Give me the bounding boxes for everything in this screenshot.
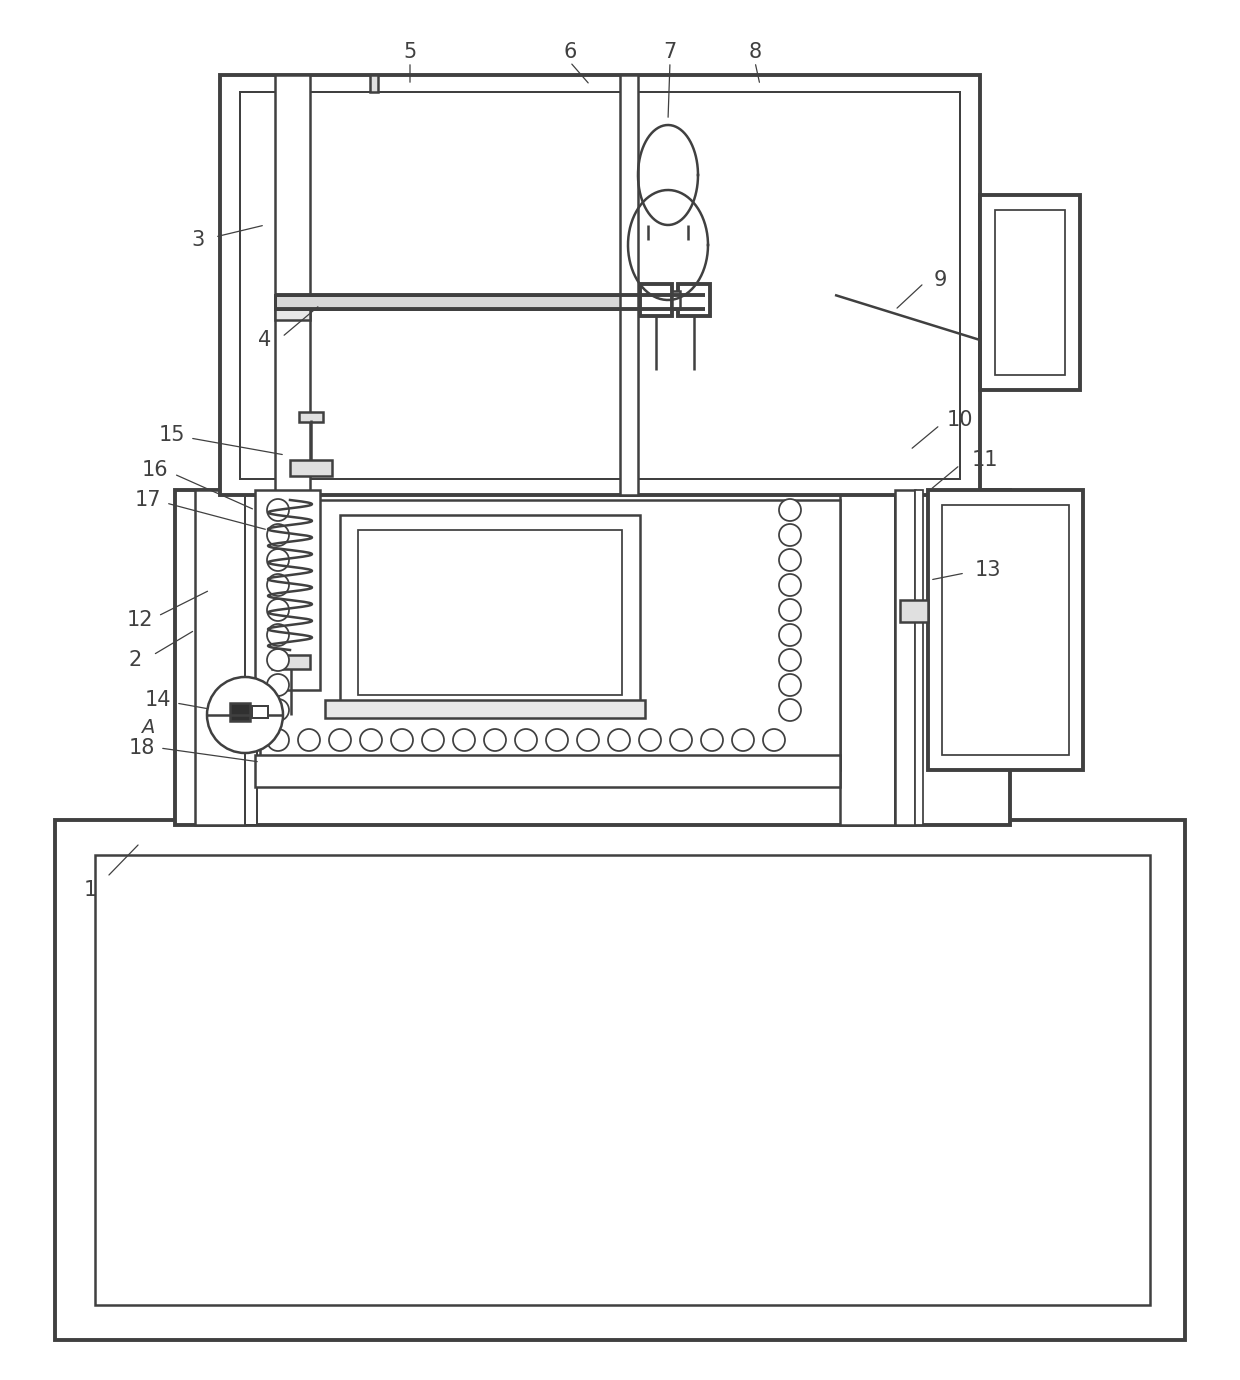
Bar — [994, 210, 1065, 375]
Bar — [275, 75, 310, 495]
Bar — [252, 707, 268, 718]
Text: 17: 17 — [135, 490, 161, 511]
Circle shape — [779, 649, 801, 671]
Bar — [95, 856, 1149, 1305]
Bar — [195, 490, 246, 825]
Bar — [255, 755, 839, 787]
Circle shape — [207, 678, 283, 753]
Circle shape — [546, 729, 568, 751]
Text: A: A — [141, 718, 155, 737]
Bar — [299, 413, 322, 422]
Circle shape — [779, 673, 801, 696]
Bar — [175, 490, 1011, 825]
Text: 7: 7 — [663, 41, 677, 62]
Circle shape — [732, 729, 754, 751]
Bar — [219, 75, 980, 495]
Circle shape — [267, 649, 289, 671]
Circle shape — [391, 729, 413, 751]
Bar — [272, 656, 310, 669]
Circle shape — [267, 524, 289, 546]
Circle shape — [779, 524, 801, 546]
Circle shape — [608, 729, 630, 751]
Circle shape — [267, 574, 289, 596]
Circle shape — [670, 729, 692, 751]
Bar — [255, 490, 320, 690]
Circle shape — [267, 729, 289, 751]
Bar — [358, 530, 622, 696]
Text: 18: 18 — [129, 738, 155, 758]
Circle shape — [515, 729, 537, 751]
Circle shape — [779, 700, 801, 720]
Text: 11: 11 — [972, 450, 998, 471]
Text: 5: 5 — [403, 41, 417, 62]
Circle shape — [779, 624, 801, 646]
Text: 9: 9 — [934, 270, 946, 290]
Circle shape — [484, 729, 506, 751]
Bar — [340, 515, 640, 709]
Text: 13: 13 — [975, 560, 1001, 580]
Bar — [839, 490, 895, 825]
Circle shape — [267, 549, 289, 571]
Circle shape — [298, 729, 320, 751]
Circle shape — [267, 624, 289, 646]
Text: 10: 10 — [947, 410, 973, 431]
Text: 2: 2 — [129, 650, 141, 671]
Bar — [246, 490, 257, 825]
Text: 15: 15 — [159, 425, 185, 444]
Circle shape — [779, 574, 801, 596]
Bar — [928, 490, 1083, 770]
Text: 14: 14 — [145, 690, 171, 709]
Text: 8: 8 — [749, 41, 761, 62]
Bar — [980, 195, 1080, 391]
Bar — [640, 284, 672, 316]
Circle shape — [779, 599, 801, 621]
Text: 16: 16 — [141, 460, 169, 480]
Circle shape — [267, 599, 289, 621]
Bar — [620, 75, 639, 495]
Bar — [55, 820, 1185, 1340]
Bar — [275, 295, 310, 320]
Bar — [325, 700, 645, 718]
Circle shape — [701, 729, 723, 751]
Bar — [915, 490, 923, 825]
Bar — [229, 702, 250, 720]
Text: 4: 4 — [258, 330, 272, 351]
Circle shape — [267, 700, 289, 720]
Circle shape — [763, 729, 785, 751]
Circle shape — [779, 500, 801, 522]
Bar — [895, 490, 915, 825]
Bar — [370, 75, 378, 92]
Circle shape — [267, 673, 289, 696]
Bar — [260, 500, 839, 770]
Text: 1: 1 — [83, 880, 97, 900]
Circle shape — [360, 729, 382, 751]
Text: 3: 3 — [191, 230, 205, 250]
Bar — [895, 490, 906, 825]
Bar — [241, 92, 960, 479]
Text: 12: 12 — [126, 610, 154, 631]
Circle shape — [329, 729, 351, 751]
Bar — [678, 284, 711, 316]
Circle shape — [267, 500, 289, 522]
Circle shape — [422, 729, 444, 751]
Circle shape — [639, 729, 661, 751]
Circle shape — [779, 549, 801, 571]
Circle shape — [577, 729, 599, 751]
Bar — [275, 295, 706, 309]
Bar — [290, 460, 332, 476]
Circle shape — [453, 729, 475, 751]
Bar — [942, 505, 1069, 755]
Text: 6: 6 — [563, 41, 577, 62]
Bar — [900, 600, 928, 622]
Bar — [672, 291, 680, 309]
